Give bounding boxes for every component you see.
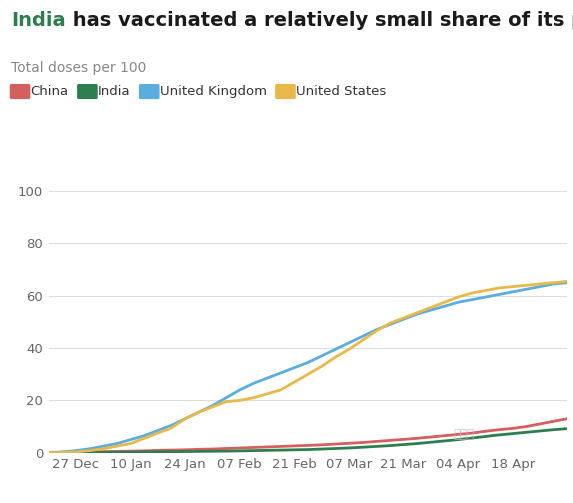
Text: India: India <box>98 85 130 98</box>
Text: has vaccinated a relatively small share of its population: has vaccinated a relatively small share … <box>66 11 573 30</box>
Text: United Kingdom: United Kingdom <box>159 85 266 98</box>
Text: Total doses per 100: Total doses per 100 <box>11 61 147 75</box>
Text: India: India <box>11 11 66 30</box>
Text: China: China <box>30 85 69 98</box>
Text: United States: United States <box>296 85 386 98</box>
Text: 英伦圈: 英伦圈 <box>453 428 474 441</box>
